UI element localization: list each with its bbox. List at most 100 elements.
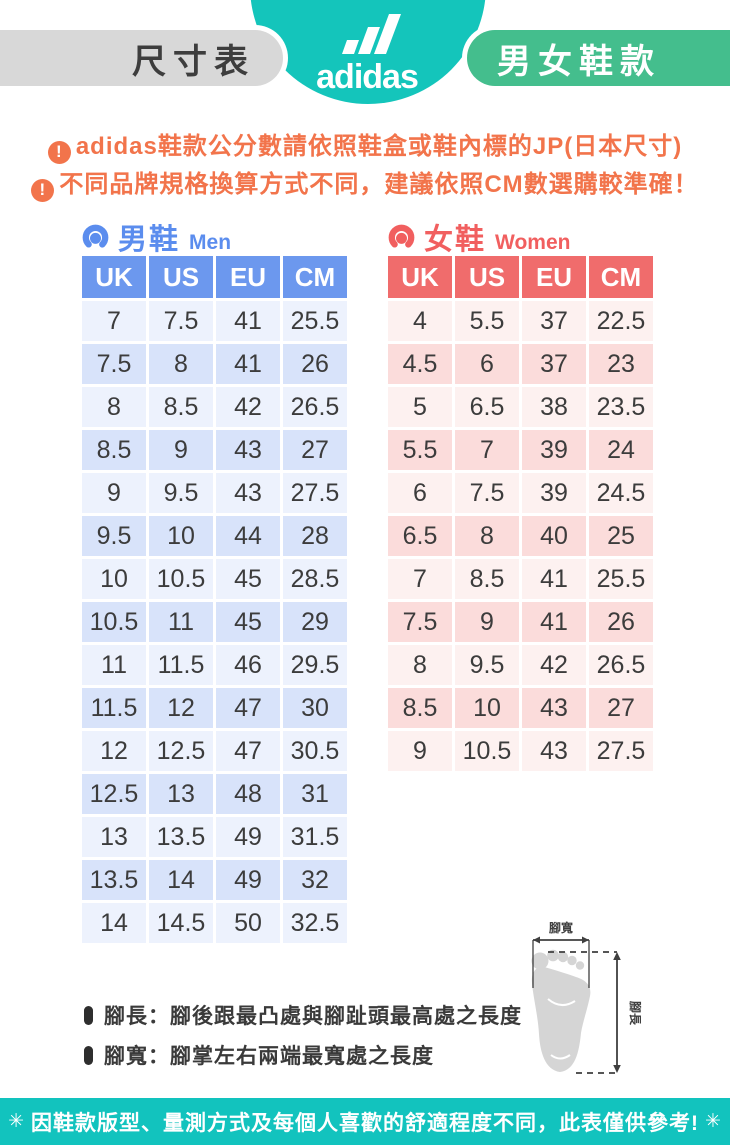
size-cell: 22.5: [589, 301, 653, 341]
exclamation-icon: !: [47, 140, 71, 164]
size-cell: 43: [522, 731, 586, 771]
size-cell: 26: [589, 602, 653, 642]
size-cell: 29.5: [283, 645, 347, 685]
size-cell: 12.5: [149, 731, 213, 771]
size-cell: 23: [589, 344, 653, 384]
size-cell: 8: [455, 516, 519, 556]
size-cell: 5.5: [388, 430, 452, 470]
size-chart-title-pill: 尺寸表: [0, 25, 288, 91]
adidas-logo-icon: adidas: [316, 14, 419, 96]
size-cell: 14: [82, 903, 146, 943]
size-cell: 23.5: [589, 387, 653, 427]
footprint-icon: [531, 949, 591, 1072]
women-size-table: UK US EU CM 4 5.5 37 22.5 4.5 6 37 23 5 6.5 38 23.5 5.5 7…: [388, 256, 653, 771]
size-cell: 24.5: [589, 473, 653, 513]
size-cell: 41: [522, 602, 586, 642]
star-icon: ✳: [8, 1111, 25, 1132]
size-cell: 42: [216, 387, 280, 427]
size-cell: 5: [388, 387, 452, 427]
size-cell: 11.5: [149, 645, 213, 685]
women-title-zh: 女鞋: [424, 224, 487, 256]
size-cell: 48: [216, 774, 280, 814]
size-cell: 42: [522, 645, 586, 685]
size-cell: 43: [216, 473, 280, 513]
size-cell: 6: [388, 473, 452, 513]
size-cell: 4.5: [388, 344, 452, 384]
size-cell: 25: [589, 516, 653, 556]
size-cell: 6.5: [388, 516, 452, 556]
size-cell: 31.5: [283, 817, 347, 857]
notice-text: 不同品牌規格換算方式不同，建議依照CM數選購較準確！: [59, 171, 699, 198]
size-cell: 45: [216, 602, 280, 642]
size-cell: 8.5: [455, 559, 519, 599]
men-title-zh: 男鞋: [118, 224, 181, 256]
size-cell: 24: [589, 430, 653, 470]
category-pill: 男女鞋款: [462, 25, 730, 91]
size-cell: 27: [283, 430, 347, 470]
size-cell: 6: [455, 344, 519, 384]
men-size-table: UK US EU CM 7 7.5 41 25.5 7.5 8 41 26 8 8.5 42 26.5 8.5 9…: [82, 256, 347, 943]
female-person-icon: [388, 224, 415, 250]
size-cell: 27.5: [283, 473, 347, 513]
size-cell: 43: [522, 688, 586, 728]
size-cell: 28.5: [283, 559, 347, 599]
size-cell: 41: [216, 344, 280, 384]
size-cell: 10.5: [149, 559, 213, 599]
size-cell: 27.5: [589, 731, 653, 771]
notice-cm-recommendation: ! 不同品牌規格換算方式不同，建議依照CM數選購較準確！: [0, 164, 730, 202]
size-cell: 12: [149, 688, 213, 728]
size-cell: 12: [82, 731, 146, 771]
size-cell: 30.5: [283, 731, 347, 771]
size-cell: 11: [82, 645, 146, 685]
size-cell: 46: [216, 645, 280, 685]
size-cell: 9.5: [82, 516, 146, 556]
width-label: 腳寬: [549, 920, 573, 935]
column-header: US: [149, 256, 213, 298]
size-cell: 26.5: [283, 387, 347, 427]
size-cell: 13: [82, 817, 146, 857]
men-table-title: 男鞋 Men: [82, 216, 231, 258]
notice-text: adidas鞋款公分數請依照鞋盒或鞋內標的JP(日本尺寸): [75, 133, 683, 160]
size-cell: 38: [522, 387, 586, 427]
size-cell: 41: [522, 559, 586, 599]
size-cell: 4: [388, 301, 452, 341]
bullet-icon: [84, 1005, 93, 1025]
men-title-en: Men: [189, 231, 232, 254]
category-label: 男女鞋款: [497, 42, 661, 81]
foot-measurement-diagram: 腳寬 腳長: [531, 920, 643, 1074]
size-cell: 13.5: [149, 817, 213, 857]
length-label: 腳長: [628, 1001, 643, 1026]
size-cell: 31: [283, 774, 347, 814]
size-cell: 10.5: [455, 731, 519, 771]
size-cell: 40: [522, 516, 586, 556]
size-cell: 10: [82, 559, 146, 599]
size-cell: 47: [216, 731, 280, 771]
size-cell: 10.5: [82, 602, 146, 642]
size-cell: 9: [388, 731, 452, 771]
size-cell: 10: [455, 688, 519, 728]
legend-text: 腳寬：腳掌左右兩端最寬處之長度: [104, 1045, 434, 1068]
legend-foot-length: 腳長：腳後跟最凸處與腳趾頭最高處之長度: [84, 1000, 522, 1030]
size-cell: 39: [522, 430, 586, 470]
legend-foot-width: 腳寬：腳掌左右兩端最寬處之長度: [84, 1040, 434, 1070]
size-cell: 8.5: [82, 430, 146, 470]
size-cell: 11: [149, 602, 213, 642]
size-cell: 41: [216, 301, 280, 341]
size-cell: 45: [216, 559, 280, 599]
size-cell: 28: [283, 516, 347, 556]
size-cell: 25.5: [283, 301, 347, 341]
size-cell: 8: [82, 387, 146, 427]
size-cell: 8: [149, 344, 213, 384]
size-cell: 26.5: [589, 645, 653, 685]
size-cell: 49: [216, 860, 280, 900]
size-cell: 14.5: [149, 903, 213, 943]
size-cell: 10: [149, 516, 213, 556]
size-cell: 7: [455, 430, 519, 470]
size-cell: 7.5: [149, 301, 213, 341]
size-cell: 26: [283, 344, 347, 384]
bullet-icon: [84, 1045, 93, 1065]
size-cell: 5.5: [455, 301, 519, 341]
women-title-en: Women: [495, 231, 571, 254]
size-chart-title: 尺寸表: [132, 42, 255, 81]
notice-jp-size: ! adidas鞋款公分數請依照鞋盒或鞋內標的JP(日本尺寸): [0, 126, 730, 164]
